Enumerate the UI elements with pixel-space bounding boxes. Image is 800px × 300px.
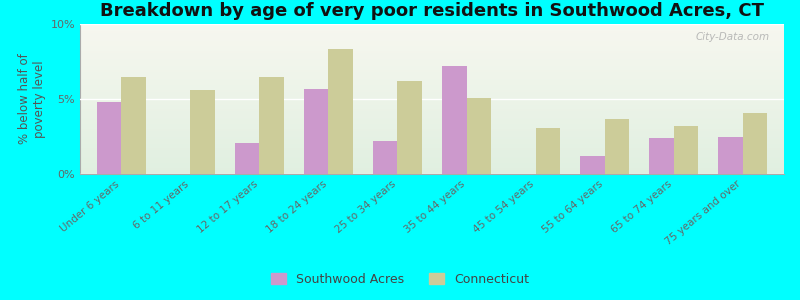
Bar xyxy=(190,90,214,174)
Bar xyxy=(259,76,284,174)
Bar xyxy=(304,88,329,174)
Text: City-Data.com: City-Data.com xyxy=(696,32,770,41)
Bar xyxy=(235,142,259,174)
Bar xyxy=(442,66,466,174)
Bar xyxy=(580,156,605,174)
Title: Breakdown by age of very poor residents in Southwood Acres, CT: Breakdown by age of very poor residents … xyxy=(100,2,764,20)
Bar xyxy=(374,141,398,174)
Bar xyxy=(329,50,353,174)
Bar xyxy=(674,126,698,174)
Bar xyxy=(650,138,674,174)
Bar xyxy=(718,136,742,174)
Bar xyxy=(122,76,146,174)
Bar xyxy=(466,98,490,174)
Bar xyxy=(98,102,122,174)
Bar xyxy=(535,128,560,174)
Bar xyxy=(742,112,766,174)
Bar xyxy=(605,118,629,174)
Legend: Southwood Acres, Connecticut: Southwood Acres, Connecticut xyxy=(266,268,534,291)
Bar xyxy=(398,81,422,174)
Y-axis label: % below half of
poverty level: % below half of poverty level xyxy=(18,54,46,144)
